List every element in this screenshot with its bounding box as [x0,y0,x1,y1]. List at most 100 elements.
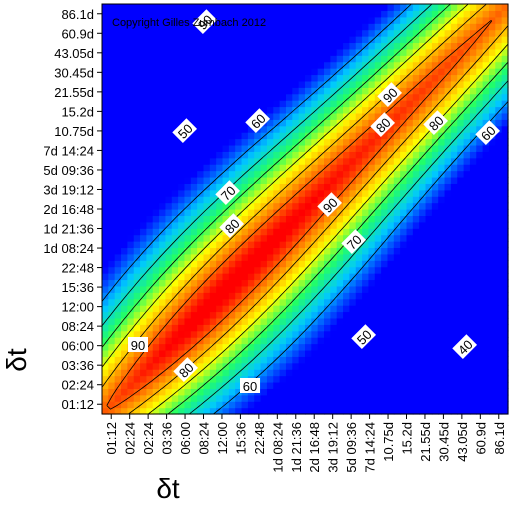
heatmap-cell [178,119,186,127]
heatmap-cell [457,151,465,159]
heatmap-cell [419,215,427,223]
heatmap-cell [266,196,274,204]
heatmap-cell [241,29,249,37]
heatmap-cell [203,260,211,268]
heatmap-cell [152,375,160,383]
heatmap-cell [222,253,230,261]
heatmap-cell [298,68,306,76]
heatmap-cell [102,170,109,178]
heatmap-cell [235,87,243,95]
heatmap-cell [412,253,420,261]
heatmap-cell [216,356,224,364]
heatmap-cell [190,381,198,389]
heatmap-cell [273,132,281,140]
heatmap-cell [260,401,268,409]
heatmap-cell [178,247,186,255]
heatmap-cell [476,183,484,191]
heatmap-cell [121,305,128,313]
heatmap-cell [190,119,198,127]
heatmap-cell [330,125,338,133]
heatmap-cell [381,407,389,415]
heatmap-cell [488,164,496,172]
heatmap-cell [450,170,458,178]
heatmap-cell [495,202,503,210]
heatmap-cell [247,337,255,345]
heatmap-cell [190,16,198,24]
heatmap-cell [305,74,312,82]
heatmap-cell [241,164,249,172]
heatmap-cell [469,349,477,357]
heatmap-cell [298,330,306,338]
heatmap-cell [209,305,217,313]
heatmap-cell [178,4,186,12]
heatmap-cell [457,260,465,268]
heatmap-cell [108,100,116,108]
heatmap-cell [444,80,452,88]
heatmap-cell [476,349,484,357]
heatmap-cell [501,170,509,178]
heatmap-cell [495,170,503,178]
heatmap-cell [140,279,147,287]
heatmap-cell [254,10,262,18]
heatmap-cell [336,215,344,223]
heatmap-cell [146,407,154,415]
heatmap-cell [324,74,331,82]
heatmap-cell [495,394,503,402]
heatmap-cell [438,241,446,249]
heatmap-cell [317,375,325,383]
heatmap-cell [285,273,293,281]
heatmap-cell [381,253,389,261]
heatmap-cell [463,324,471,332]
heatmap-cell [209,298,217,306]
heatmap-cell [133,55,141,63]
heatmap-cell [374,311,382,319]
heatmap-cell [114,125,122,133]
heatmap-cell [317,285,325,293]
heatmap-cell [488,375,496,383]
heatmap-cell [165,369,173,377]
y-axis-ticks: 01:1202:2403:3606:0008:2412:0015:3622:48… [43,7,102,412]
heatmap-cell [444,48,452,56]
heatmap-cell [450,401,458,409]
heatmap-cell [279,151,287,159]
heatmap-cell [102,330,109,338]
heatmap-cell [140,260,147,268]
heatmap-cell [190,401,198,409]
heatmap-cell [336,407,344,415]
heatmap-cell [121,23,128,31]
heatmap-cell [400,234,408,242]
heatmap-cell [241,362,249,370]
heatmap-cell [425,29,433,37]
heatmap-cell [349,125,357,133]
heatmap-cell [469,311,477,319]
heatmap-cell [387,196,395,204]
heatmap-cell [285,4,293,12]
heatmap-cell [266,125,274,133]
heatmap-cell [438,151,446,159]
heatmap-cell [152,138,160,146]
heatmap-cell [292,4,300,12]
heatmap-cell [476,356,484,364]
heatmap-cell [387,10,395,18]
heatmap-cell [146,55,154,63]
heatmap-cell [178,23,186,31]
heatmap-cell [228,93,236,101]
heatmap-cell [457,4,465,12]
heatmap-cell [273,4,281,12]
heatmap-cell [343,29,350,37]
heatmap-cell [222,215,230,223]
heatmap-cell [406,23,414,31]
heatmap-cell [178,381,186,389]
heatmap-cell [140,48,147,56]
heatmap-cell [450,125,458,133]
heatmap-cell [311,151,319,159]
heatmap-cell [241,23,249,31]
heatmap-cell [476,23,484,31]
heatmap-cell [159,407,167,415]
heatmap-cell [114,234,122,242]
heatmap-cell [197,407,205,415]
heatmap-cell [469,228,477,236]
heatmap-cell [444,292,452,300]
heatmap-cell [355,112,363,120]
heatmap-cell [374,330,382,338]
